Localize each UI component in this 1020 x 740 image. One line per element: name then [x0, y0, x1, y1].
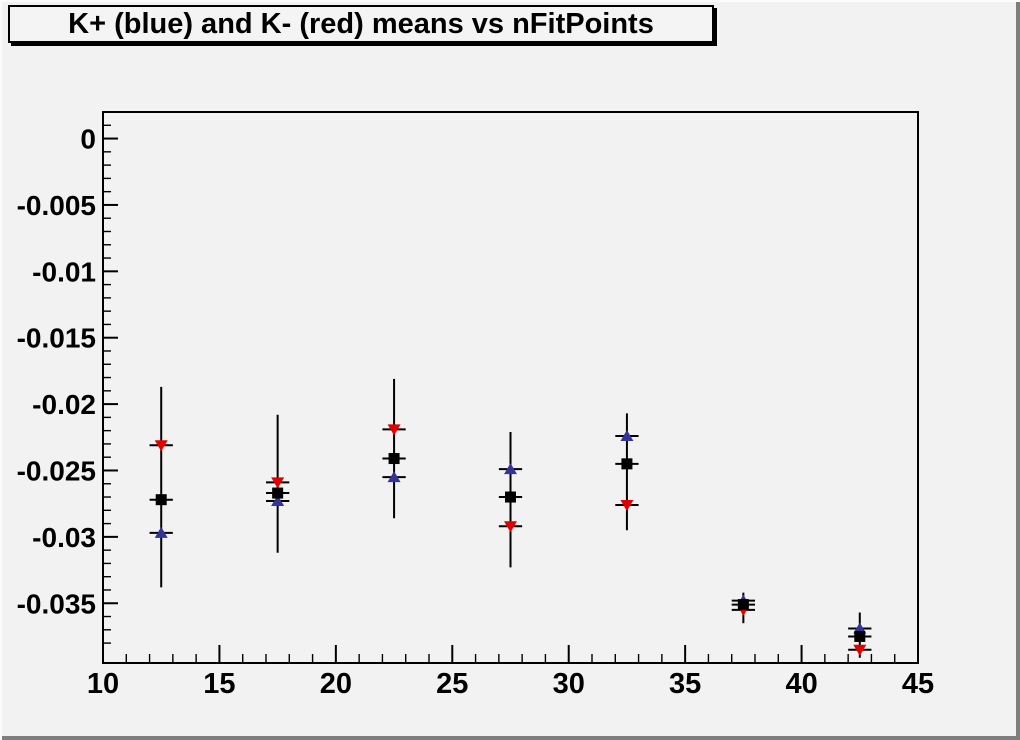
- data-marker-square: [621, 458, 633, 470]
- title-box: K+ (blue) and K- (red) means vs nFitPoin…: [8, 5, 714, 43]
- x-axis-tick-label: 45: [902, 668, 934, 700]
- y-axis-tick-label: -0.005: [17, 190, 96, 221]
- y-axis-tick-label: -0.015: [17, 323, 96, 354]
- data-marker-triangle-down: [853, 644, 867, 656]
- data-marker-triangle-up: [271, 495, 285, 507]
- data-marker-triangle-down: [387, 424, 401, 436]
- data-marker-square: [505, 491, 516, 503]
- x-axis-tick-label: 25: [436, 668, 468, 700]
- data-marker-square: [854, 630, 866, 642]
- data-marker-triangle-down: [504, 521, 517, 533]
- y-axis-tick-label: -0.02: [32, 389, 96, 420]
- x-axis-tick-label: 30: [553, 668, 585, 700]
- y-axis-tick-label: -0.03: [32, 522, 96, 553]
- y-axis-tick-label: -0.01: [32, 256, 96, 287]
- data-marker-square: [272, 487, 284, 499]
- data-marker-triangle-up: [154, 526, 168, 538]
- y-axis-tick-label: 0: [80, 124, 96, 155]
- data-marker-triangle-up: [387, 471, 401, 483]
- data-marker-triangle-down: [620, 500, 634, 512]
- x-axis-tick-label: 20: [320, 668, 352, 700]
- data-marker-triangle-up: [620, 429, 634, 441]
- data-marker-triangle-down: [271, 477, 285, 489]
- data-marker-square: [155, 494, 167, 506]
- data-marker-square: [737, 599, 749, 611]
- plot-frame: [102, 111, 919, 664]
- x-axis-tick-label: 35: [669, 668, 701, 700]
- data-marker-triangle-down: [154, 440, 168, 452]
- x-axis-tick-label: 15: [203, 668, 235, 700]
- x-axis-tick-label: 10: [87, 668, 119, 700]
- x-axis-tick-label: 40: [785, 668, 817, 700]
- data-marker-triangle-up: [504, 463, 517, 475]
- data-marker-triangle-up: [853, 622, 867, 634]
- y-axis-tick-label: -0.025: [17, 455, 96, 486]
- y-axis-tick-label: -0.035: [17, 588, 96, 619]
- page-title: K+ (blue) and K- (red) means vs nFitPoin…: [68, 8, 654, 40]
- data-marker-square: [388, 453, 400, 465]
